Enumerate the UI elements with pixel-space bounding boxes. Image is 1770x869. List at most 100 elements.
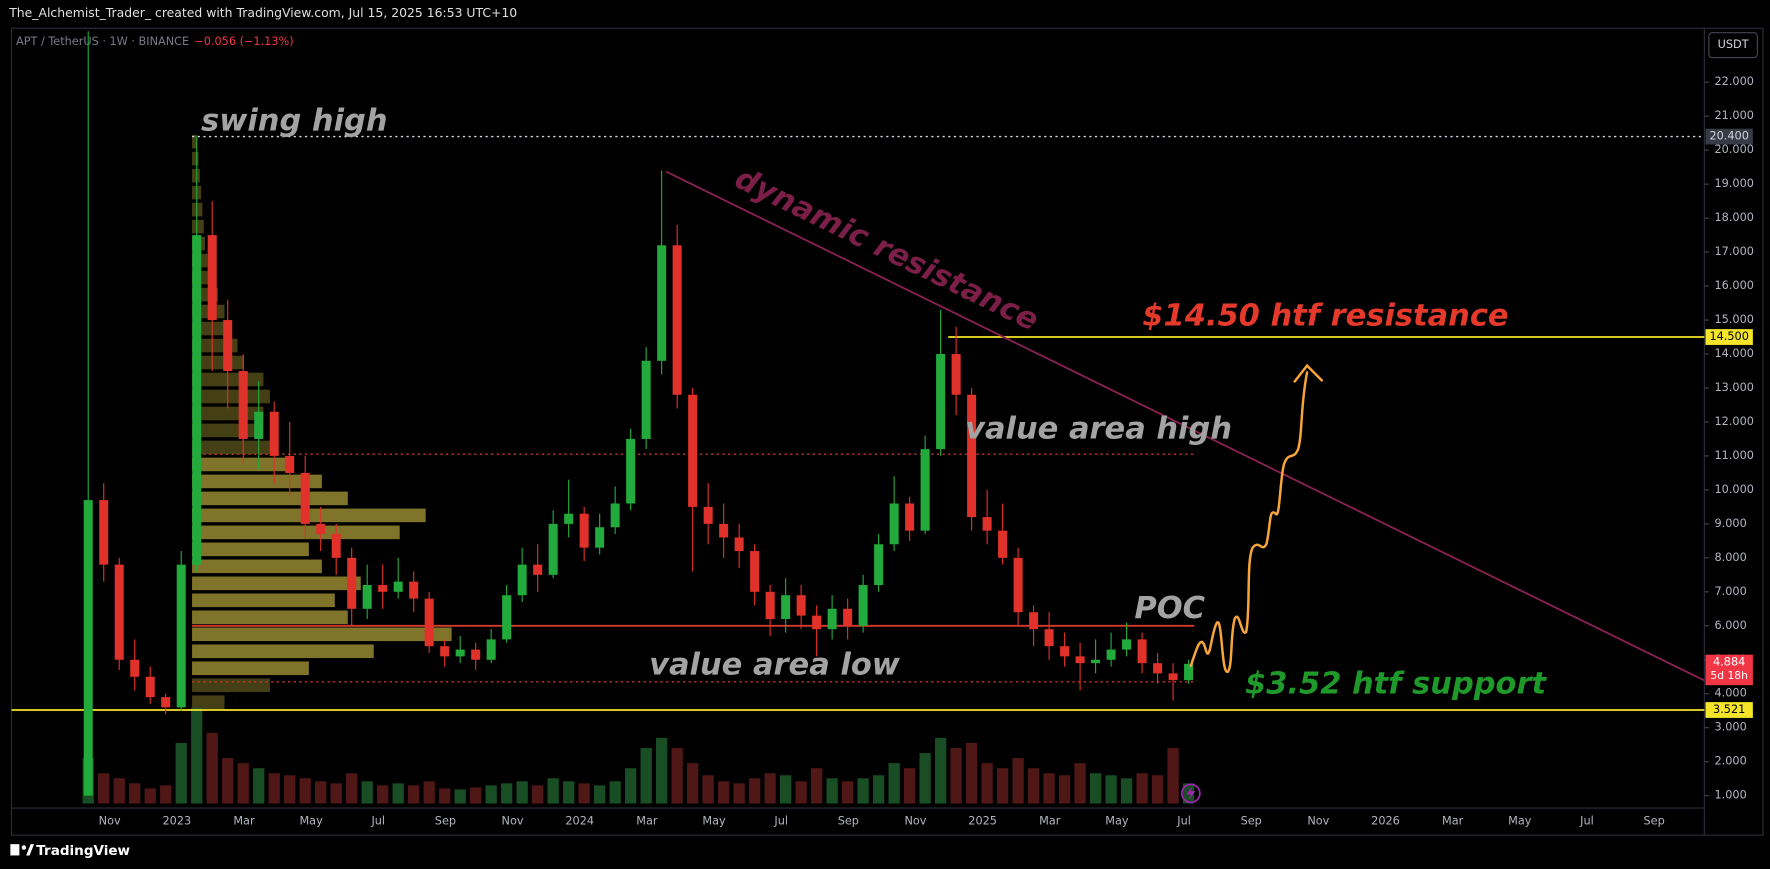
candle-body: [719, 523, 729, 538]
x-tick-label: Sep: [838, 815, 859, 828]
annotation: value area high: [965, 411, 1232, 446]
volume-bar: [1151, 775, 1164, 804]
logo-slash: [26, 844, 35, 856]
y-tick-label: 7.000: [1715, 585, 1747, 598]
volume-bar: [640, 748, 652, 804]
candle-body: [145, 676, 155, 698]
volume-bar: [191, 707, 203, 804]
x-tick-label: Mar: [233, 815, 255, 828]
symbol-legend: APT / TetherUS · 1W · BINANCE: [16, 35, 189, 48]
volume-bar: [423, 781, 435, 804]
candle-body: [393, 581, 403, 592]
candle-body: [316, 523, 326, 535]
volume-profile-row: [192, 491, 348, 506]
candle-body: [750, 551, 760, 592]
volume-bar: [965, 742, 978, 804]
volume-bar: [129, 783, 141, 804]
candle-body: [161, 697, 171, 708]
volume-bar: [1089, 773, 1102, 804]
candle-body: [1060, 646, 1070, 657]
volume-profile-row: [192, 389, 270, 404]
volume-profile-row: [192, 644, 374, 659]
volume-profile-row: [192, 610, 348, 625]
y-tick-label: 6.000: [1715, 619, 1747, 632]
x-tick-label: Sep: [1241, 815, 1262, 828]
volume-bar: [671, 748, 683, 804]
candle-body: [548, 523, 558, 575]
annotation: $14.50 htf resistance: [1142, 299, 1508, 334]
volume-bar: [1043, 773, 1055, 804]
volume-bar: [779, 775, 792, 804]
price-change: −0.056 (−1.13%): [194, 35, 293, 48]
volume-bar: [687, 763, 699, 804]
volume-profile-row: [192, 576, 361, 591]
x-tick-label: Nov: [904, 815, 926, 828]
volume-bar: [563, 781, 575, 804]
candle-body: [1153, 663, 1163, 674]
x-tick-label: Sep: [1644, 815, 1665, 828]
volume-bar: [392, 783, 404, 804]
volume-bar: [206, 732, 218, 804]
volume-bar: [609, 781, 621, 804]
volume-bar: [1105, 775, 1117, 804]
volume-bar: [594, 785, 606, 804]
volume-bar: [857, 778, 869, 804]
currency-box[interactable]: [1708, 32, 1758, 59]
annotation: swing high: [201, 103, 387, 138]
x-tick-label: Sep: [435, 815, 456, 828]
x-tick-label: Jul: [773, 815, 788, 828]
annotation: POC: [1134, 591, 1205, 626]
level-price-box: [1705, 128, 1753, 145]
candle-body: [1029, 612, 1039, 630]
currency-label: USDT: [1718, 38, 1749, 51]
candle-body: [1106, 649, 1116, 660]
volume-bar: [299, 778, 311, 804]
x-tick-label: Nov: [99, 815, 121, 828]
trendline: [665, 170, 1705, 682]
plot: 1.0002.0003.0004.0005.0006.0007.0008.000…: [11, 31, 1754, 828]
volume-bar: [1058, 775, 1071, 804]
volume-profile-row: [192, 593, 335, 608]
volume-bar: [733, 783, 745, 804]
candle-body: [269, 411, 279, 456]
x-tick-label: May: [1508, 815, 1532, 828]
countdown-label: 5d 18h: [1710, 669, 1747, 682]
candle-body: [192, 235, 202, 565]
volume-bar: [996, 768, 1009, 804]
volume-bar: [485, 785, 497, 804]
volume-bar: [872, 775, 885, 804]
candle-body: [672, 245, 682, 395]
volume-bar: [718, 781, 730, 804]
volume-bar: [748, 778, 761, 804]
projection-arrow: [1189, 363, 1323, 673]
candle-body: [114, 564, 124, 660]
candle-body: [1044, 629, 1054, 647]
candle-body: [1168, 673, 1178, 681]
level-price-box: [1705, 702, 1753, 718]
volume-bar: [113, 778, 125, 804]
y-tick-label: 2.000: [1715, 755, 1747, 768]
alert-icon[interactable]: [1180, 783, 1201, 804]
candle-body: [440, 646, 450, 657]
candle-body: [734, 537, 744, 552]
level-price-box: [1705, 329, 1753, 345]
candle-body: [610, 503, 620, 528]
y-tick-label: 17.000: [1715, 245, 1754, 258]
volume-profile-row: [192, 525, 400, 540]
logo-mark: [10, 844, 20, 856]
candle-body: [843, 608, 853, 626]
volume-profile-row: [192, 678, 270, 693]
volume-bar: [501, 783, 513, 804]
volume-bar: [408, 785, 420, 804]
y-tick-label: 4.000: [1715, 687, 1747, 700]
volume-bar: [656, 737, 668, 804]
x-tick-label: Nov: [502, 815, 524, 828]
volume-profile-row: [192, 134, 198, 149]
volume-bar: [98, 773, 110, 804]
y-tick-label: 9.000: [1715, 517, 1747, 530]
volume-bar: [547, 778, 559, 804]
x-tick-label: Mar: [636, 815, 658, 828]
volume-bar: [981, 763, 993, 804]
candle-body: [998, 530, 1008, 558]
